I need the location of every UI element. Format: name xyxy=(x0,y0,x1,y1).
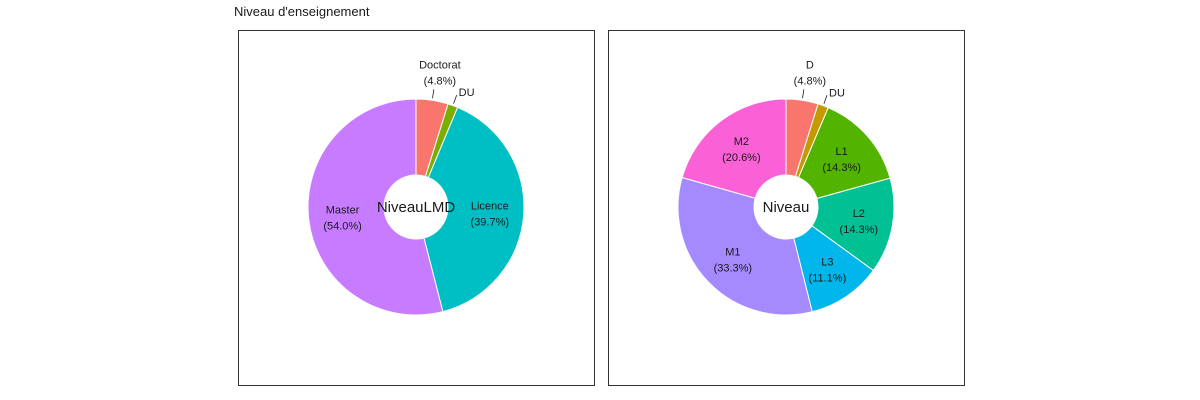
slice-label-licence: Licence xyxy=(471,200,509,212)
slice-label-l2: L2 xyxy=(853,208,865,220)
pie-slice-m1 xyxy=(677,176,813,316)
donut-center-label: Niveau xyxy=(763,199,810,216)
slice-label-l3: L3 xyxy=(821,256,833,268)
donut-center-label: NiveauLMD xyxy=(377,199,456,216)
leader-line-doctorat xyxy=(432,89,435,99)
slice-label-d: D xyxy=(806,59,814,71)
donut-chart-niveau: D (4.8%)DU L1 (14.3%) L2 (14.3%) L3 (11.1%) M1 (3… xyxy=(677,59,895,316)
slice-label-m2: M2 xyxy=(734,136,749,148)
pie-slice-master xyxy=(307,98,444,316)
slice-label-du: DU xyxy=(459,87,475,99)
slice-label-l1: L1 xyxy=(836,146,848,158)
slice-percent-d: (4.8%) xyxy=(794,75,826,87)
pie-slice-l2 xyxy=(811,177,895,272)
slice-label-doctorat: Doctorat xyxy=(419,59,461,71)
pie-slice-l1 xyxy=(797,106,891,200)
slice-label-du: DU xyxy=(829,87,845,99)
pie-slice-licence xyxy=(423,106,525,313)
slice-percent-m2: (20.6%) xyxy=(722,152,761,164)
slice-percent-l1: (14.3%) xyxy=(822,162,861,174)
slice-label-master: Master xyxy=(326,204,360,216)
panel-frame-1 xyxy=(238,30,595,386)
leader-line-du xyxy=(823,95,828,104)
leader-line-d xyxy=(802,89,805,99)
donut-chart-niveaulmd: Doctorat (4.8%)DU Licence (39.7%) Master (54.… xyxy=(307,59,525,316)
page-title: Niveau d'enseignement xyxy=(234,4,370,19)
slice-label-m1: M1 xyxy=(725,246,740,258)
slice-percent-m1: (33.3%) xyxy=(714,262,753,274)
panel-frame-2 xyxy=(608,30,965,386)
pie-slice-m2 xyxy=(681,98,787,199)
slice-percent-l3: (11.1%) xyxy=(809,272,847,284)
leader-line-du xyxy=(453,95,458,104)
slice-percent-master: (54.0%) xyxy=(323,220,362,232)
slice-percent-doctorat: (4.8%) xyxy=(424,75,456,87)
slice-percent-licence: (39.7%) xyxy=(471,216,510,228)
slice-percent-l2: (14.3%) xyxy=(840,224,879,236)
